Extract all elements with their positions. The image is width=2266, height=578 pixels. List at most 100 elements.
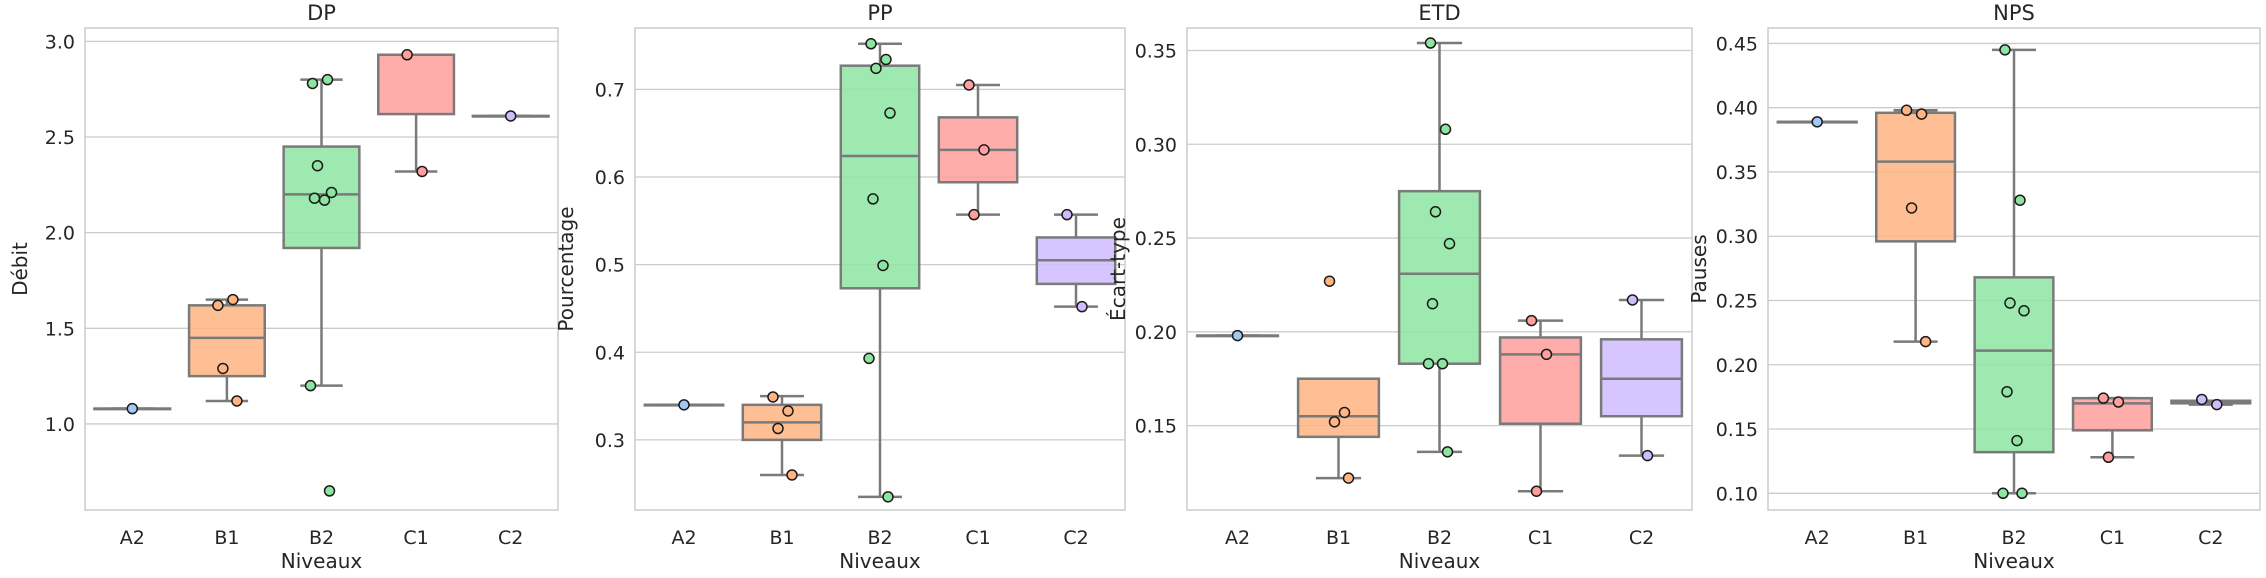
data-point [1641,449,1654,462]
y-tick-label: 0.25 [1716,290,1758,312]
data-point [678,399,690,411]
data-point [1999,44,2011,56]
panel-title: DP [307,1,336,25]
data-point [1323,275,1336,287]
box-body [377,53,456,116]
y-tick-label: 0.35 [1716,162,1758,184]
y-tick-label: 0.40 [1716,98,1758,120]
box-b2 [1397,41,1482,454]
box-body [1498,336,1583,425]
data-point [318,194,331,206]
y-tick-label: 2.5 [45,127,75,149]
y-tick-label: 0.20 [1135,322,1177,344]
box-body [1397,189,1482,365]
data-point [867,193,879,205]
data-point [772,422,784,435]
box-body [839,64,921,290]
data-point [968,208,980,221]
data-point [1441,446,1454,458]
box-c1 [2071,396,2154,459]
x-tick-label: B2 [309,527,334,549]
box-c2 [1035,213,1117,308]
x-tick-label: A2 [1225,527,1250,549]
x-tick-label: A2 [1805,527,1830,549]
x-axis-label: Niveaux [1399,549,1481,573]
x-tick-label: B1 [1903,527,1928,549]
box-c1 [377,53,456,173]
box-b2 [282,78,361,387]
data-point [1061,208,1073,221]
data-point [1530,485,1543,497]
data-point [877,259,889,272]
data-point [1443,237,1456,250]
plot-frame [634,27,1126,511]
data-point [2011,434,2023,447]
y-tick-label: 0.4 [595,342,625,364]
data-point [416,165,428,178]
x-axis-label: Niveaux [839,549,921,573]
data-point [865,38,877,50]
data-point [884,107,896,119]
data-point [963,79,975,91]
data-point [782,405,794,417]
data-point [1525,314,1538,327]
data-point [1328,416,1341,428]
data-point [2004,297,2016,309]
data-point [2097,392,2110,404]
x-tick-label: B1 [214,527,239,549]
data-point [321,73,334,86]
y-tick-label: 3.0 [45,31,75,53]
data-point [1426,297,1439,310]
data-point [1997,487,2009,500]
x-tick-label: C2 [2198,527,2223,549]
data-point [304,379,317,392]
y-tick-label: 0.15 [1716,419,1758,441]
data-point [2211,398,2223,411]
y-tick-label: 2.0 [45,223,75,245]
box-b1 [1874,109,1957,343]
data-point [1900,104,1913,117]
plot-frame [1767,27,2261,511]
x-tick-label: C1 [1528,527,1553,549]
y-tick-label: 0.35 [1135,41,1177,63]
box-c2 [2170,399,2252,406]
data-point [1422,357,1435,370]
y-tick-label: 1.0 [45,414,75,436]
y-axis-label: Débit [8,242,32,296]
data-point [231,395,243,407]
x-tick-label: C2 [1063,527,1088,549]
data-point [1429,206,1442,218]
y-tick-label: 0.15 [1135,416,1177,438]
data-point [882,491,894,503]
box-c1 [1498,319,1583,493]
data-point [1338,406,1351,419]
data-point [863,352,875,365]
data-point [1076,300,1088,313]
x-axis-label: Niveaux [281,549,363,573]
x-tick-label: C1 [965,527,990,549]
data-point [880,53,892,66]
data-point [1231,329,1244,342]
data-point [1436,357,1449,370]
x-tick-label: C1 [2100,527,2125,549]
data-point [311,159,324,172]
data-point [504,110,517,122]
x-axis-label: Niveaux [1973,549,2055,573]
data-point [2102,451,2115,464]
data-point [1424,37,1437,49]
data-point [308,192,321,204]
x-tick-label: C1 [403,527,428,549]
data-point [2018,305,2030,317]
y-tick-label: 0.30 [1716,226,1758,248]
data-point [1811,116,1823,128]
box-b1 [741,394,823,477]
x-tick-label: A2 [671,527,696,549]
y-tick-label: 0.7 [595,79,625,101]
y-tick-label: 0.30 [1135,134,1177,156]
chart-panel-dp: 1.0 1.5 2.0 2.5 3.0 A2 B1 B2 C1 C2 DP Niveaux Débit [8,1,559,573]
box-body [1874,111,1957,243]
x-tick-label: B1 [1326,527,1351,549]
panel-title: NPS [1993,1,2035,25]
data-point [767,391,779,403]
